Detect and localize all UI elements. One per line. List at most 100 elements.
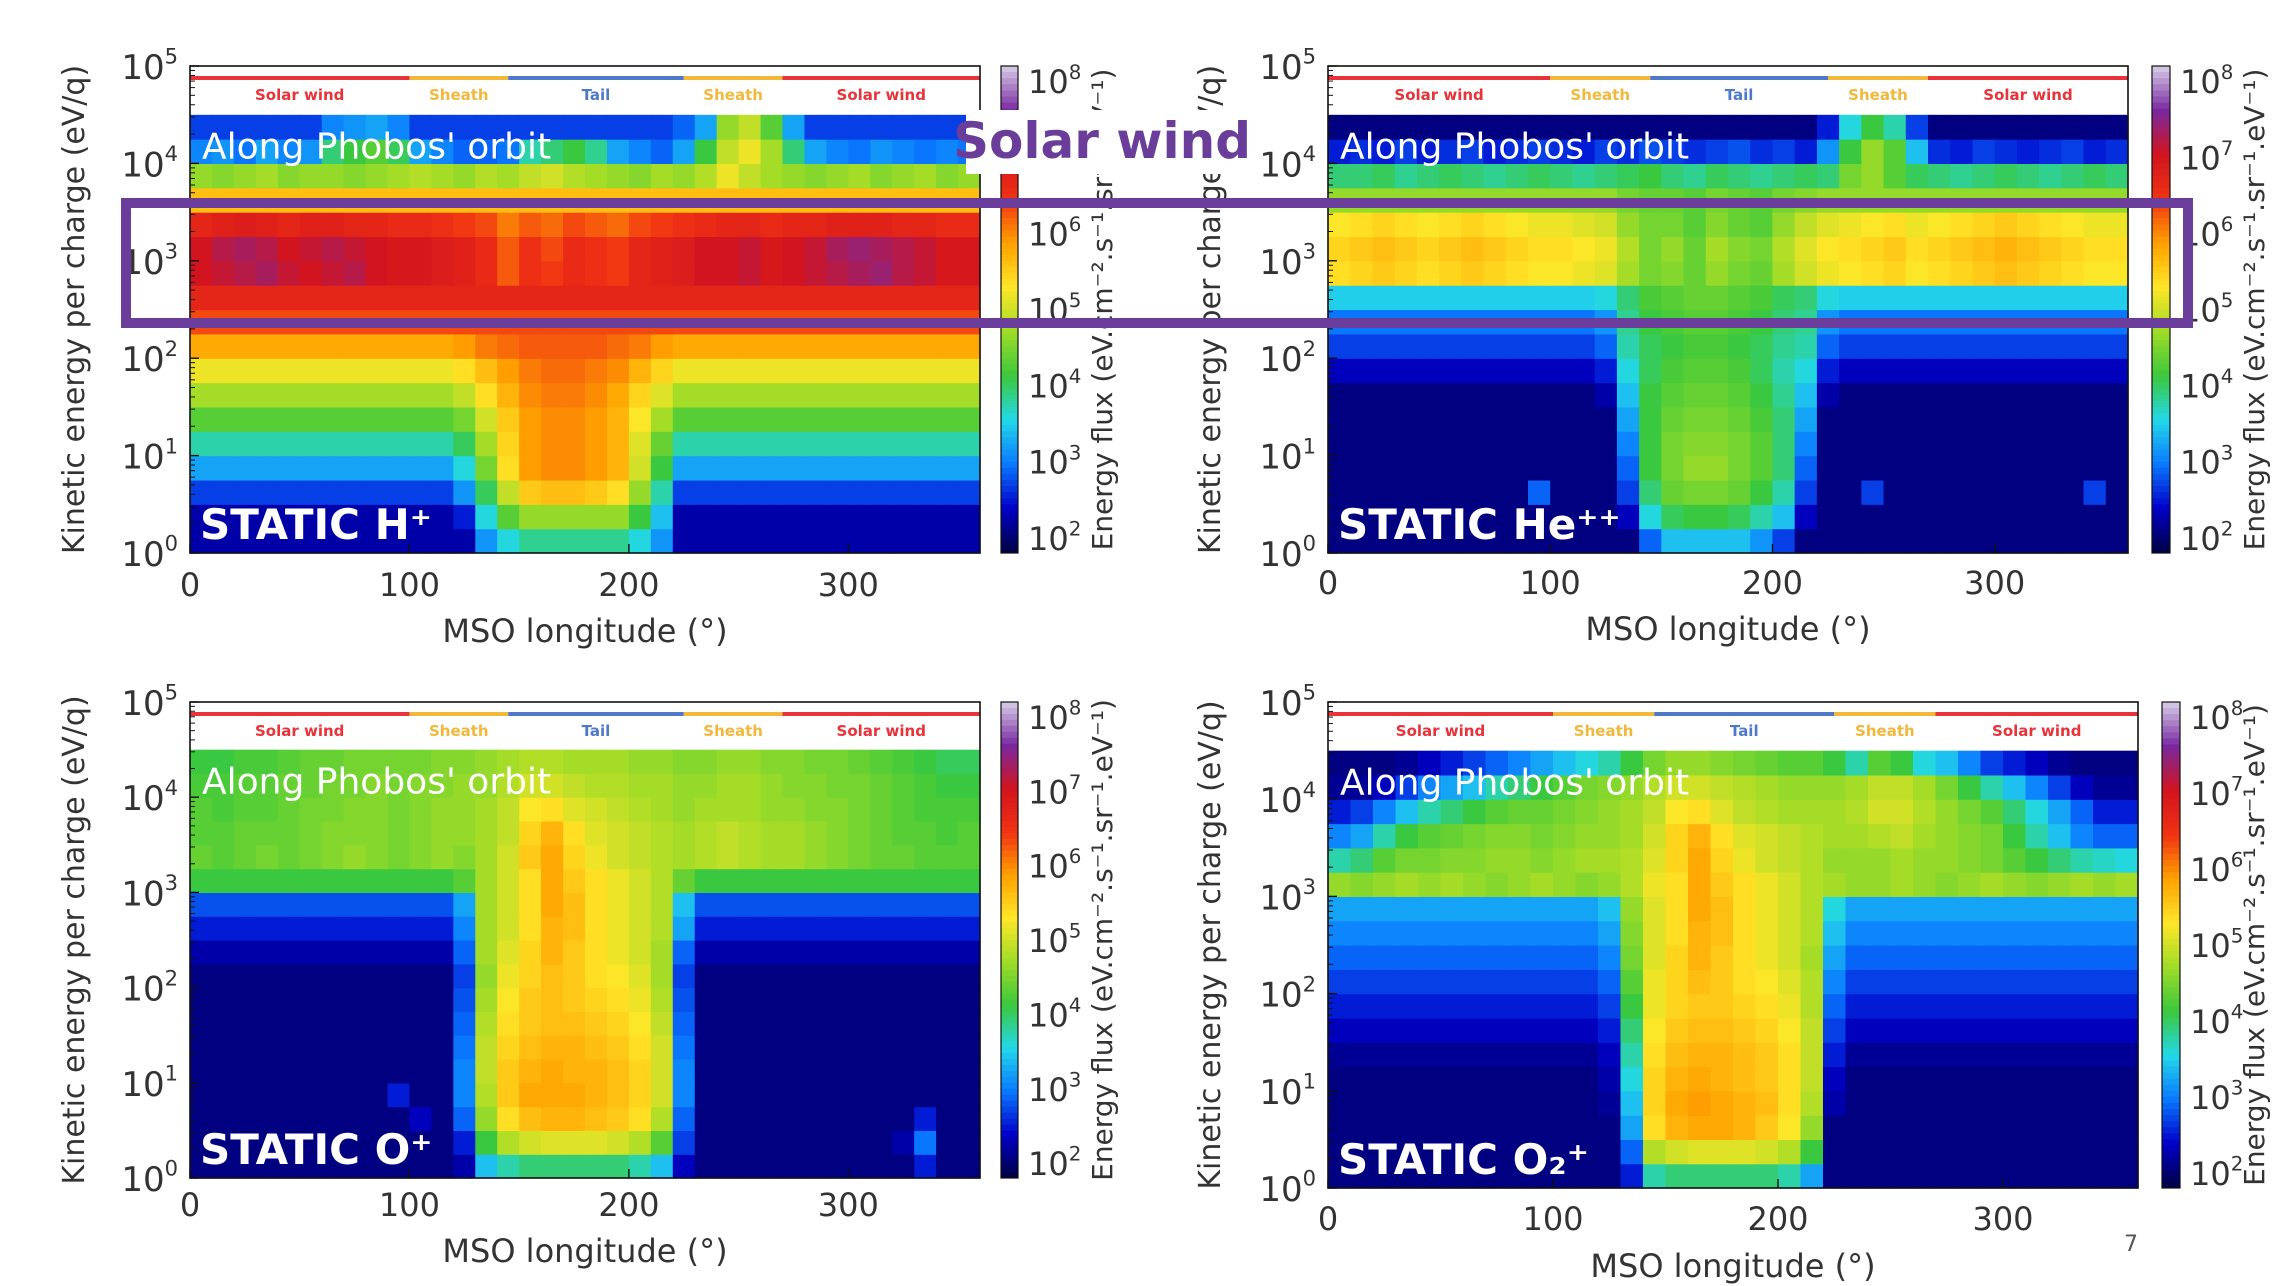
heatmap-cell xyxy=(936,431,959,457)
heatmap-cell xyxy=(1972,382,1996,408)
heatmap-cell xyxy=(1800,993,1824,1019)
colorbar-step xyxy=(2152,394,2170,402)
heatmap-cell xyxy=(1350,333,1374,359)
heatmap-cell xyxy=(694,528,718,554)
heatmap-cell xyxy=(914,1082,937,1108)
heatmap-cell xyxy=(387,916,411,941)
heatmap-cell xyxy=(409,139,432,164)
heatmap-cell xyxy=(1505,163,1529,189)
heatmap-cell xyxy=(1550,431,1574,457)
heatmap-cell xyxy=(738,797,762,822)
heatmap-cell xyxy=(738,236,762,262)
heatmap-cell xyxy=(299,431,323,457)
heatmap-cell xyxy=(211,114,235,140)
heatmap-cell xyxy=(1372,382,1396,408)
heatmap-cell xyxy=(694,1082,718,1108)
heatmap-cell xyxy=(1553,1090,1577,1116)
heatmap-cell xyxy=(1530,896,1554,922)
heatmap-cell xyxy=(1868,969,1892,995)
heatmap-cell xyxy=(1928,139,1951,164)
heatmap-cell xyxy=(1913,1017,1937,1043)
heatmap-cell xyxy=(475,504,498,530)
heatmap-cell xyxy=(365,163,389,189)
heatmap-cell xyxy=(2105,504,2129,530)
heatmap-cell xyxy=(716,504,740,530)
heatmap-cell xyxy=(1665,750,1689,776)
heatmap-cell xyxy=(936,333,959,359)
heatmap-cell xyxy=(299,1011,323,1036)
colorbar-step xyxy=(2152,248,2170,256)
heatmap-cell xyxy=(1861,455,1885,481)
heatmap-cell xyxy=(694,987,718,1012)
heatmap-cell xyxy=(1861,212,1885,238)
heatmap-cell xyxy=(1683,431,1707,457)
heatmap-cell xyxy=(1639,260,1662,286)
heatmap-cell xyxy=(431,285,454,311)
colorbar-step xyxy=(1001,516,1018,524)
heatmap-cell xyxy=(431,406,454,432)
heatmap-cell xyxy=(211,940,235,965)
heatmap-cell xyxy=(1620,993,1644,1019)
heatmap-cell xyxy=(497,236,520,262)
heatmap-cell xyxy=(299,260,323,286)
heatmap-cell xyxy=(497,1130,520,1155)
colorbar-step xyxy=(2152,510,2170,517)
heatmap-cell xyxy=(1772,528,1796,554)
heatmap-cell xyxy=(475,285,498,311)
heatmap-cell xyxy=(541,1035,564,1060)
heatmap-cell xyxy=(1439,455,1462,481)
heatmap-cell xyxy=(870,868,893,893)
heatmap-cell xyxy=(760,528,784,554)
heatmap-cell xyxy=(519,479,542,505)
heatmap-cell xyxy=(1505,455,1529,481)
region-bar-segment xyxy=(190,712,410,716)
heatmap-cell xyxy=(2003,945,2027,970)
heatmap-cell xyxy=(2070,1115,2094,1140)
colorbar-tick-label: 103 xyxy=(1028,441,1081,481)
y-tick-label: 100 xyxy=(121,1156,178,1200)
heatmap-cell xyxy=(782,139,806,164)
colorbar-step xyxy=(2152,90,2170,97)
heatmap-cell xyxy=(958,892,981,917)
region-bar-segment xyxy=(1828,76,1928,80)
x-tick-label: 0 xyxy=(180,566,200,604)
heatmap xyxy=(190,749,981,1179)
heatmap-cell xyxy=(694,1106,718,1131)
heatmap-cell xyxy=(958,455,981,481)
colorbar-step xyxy=(2162,787,2180,794)
heatmap-cell xyxy=(2048,750,2072,776)
heatmap-cell xyxy=(2115,1139,2139,1165)
heatmap-cell xyxy=(760,212,784,238)
y-tick-label: 101 xyxy=(121,433,178,477)
heatmap-cell xyxy=(497,773,520,798)
heatmap-cell xyxy=(1463,872,1487,897)
heatmap-cell xyxy=(1665,896,1689,922)
colorbar-step xyxy=(2152,78,2170,85)
colorbar-step xyxy=(1001,892,1018,899)
heatmap-cell xyxy=(672,868,696,893)
heatmap-cell xyxy=(1461,479,1485,505)
heatmap-cell xyxy=(1505,139,1529,164)
heatmap-cell xyxy=(1890,1090,1914,1116)
heatmap-cell xyxy=(365,285,389,311)
heatmap-cell xyxy=(2093,847,2117,873)
colorbar-step xyxy=(2162,1005,2180,1013)
heatmap-cell xyxy=(2016,212,2040,238)
heatmap-cell xyxy=(563,1154,586,1179)
heatmap-cell xyxy=(2039,528,2062,554)
heatmap-cell xyxy=(892,382,915,408)
heatmap-cell xyxy=(1710,1090,1734,1116)
heatmap-cell xyxy=(1575,1042,1599,1068)
heatmap-cell xyxy=(936,868,959,893)
heatmap-cell xyxy=(716,406,740,432)
heatmap-cell xyxy=(541,987,564,1012)
heatmap-cell xyxy=(1553,1066,1577,1092)
heatmap-cell xyxy=(1861,139,1885,164)
heatmap-cell xyxy=(650,987,674,1012)
heatmap-cell xyxy=(321,1082,345,1108)
heatmap-cell xyxy=(299,844,323,870)
heatmap-cell xyxy=(2025,1163,2049,1189)
heatmap-cell xyxy=(2070,774,2094,800)
colorbar-step xyxy=(1001,1035,1018,1042)
heatmap-cell xyxy=(233,333,257,359)
